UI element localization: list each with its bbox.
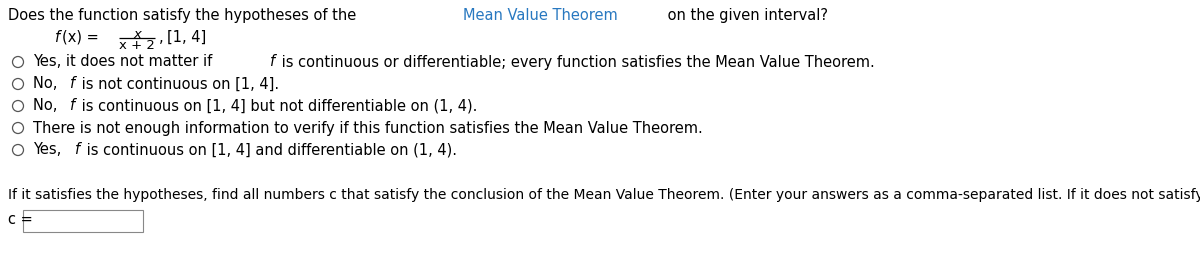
Text: x: x [133, 28, 140, 41]
Text: ,: , [160, 30, 163, 45]
Text: [1, 4]: [1, 4] [167, 30, 206, 45]
Text: f: f [71, 99, 76, 113]
Text: No,: No, [34, 77, 62, 91]
Text: There is not enough information to verify if this function satisfies the Mean Va: There is not enough information to verif… [34, 121, 703, 135]
Text: f: f [71, 77, 76, 91]
Text: If it satisfies the hypotheses, find all numbers c that satisfy the conclusion o: If it satisfies the hypotheses, find all… [8, 188, 1200, 202]
Text: Mean Value Theorem: Mean Value Theorem [463, 8, 618, 23]
Text: is continuous on [1, 4] but not differentiable on (1, 4).: is continuous on [1, 4] but not differen… [77, 99, 478, 113]
FancyBboxPatch shape [23, 210, 143, 232]
Text: is continuous on [1, 4] and differentiable on (1, 4).: is continuous on [1, 4] and differentiab… [82, 143, 457, 157]
Text: is continuous or differentiable; every function satisfies the Mean Value Theorem: is continuous or differentiable; every f… [277, 54, 875, 69]
Text: f: f [55, 30, 60, 45]
Text: is not continuous on [1, 4].: is not continuous on [1, 4]. [77, 77, 280, 91]
Text: f: f [270, 54, 275, 69]
Text: (x) =: (x) = [61, 30, 98, 45]
Text: on the given interval?: on the given interval? [664, 8, 828, 23]
Text: Yes, it does not matter if: Yes, it does not matter if [34, 54, 217, 69]
Text: Does the function satisfy the hypotheses of the: Does the function satisfy the hypotheses… [8, 8, 361, 23]
Text: x + 2: x + 2 [119, 39, 155, 52]
Text: f: f [76, 143, 80, 157]
Text: Yes,: Yes, [34, 143, 66, 157]
Text: No,: No, [34, 99, 62, 113]
Text: c =: c = [8, 212, 32, 227]
